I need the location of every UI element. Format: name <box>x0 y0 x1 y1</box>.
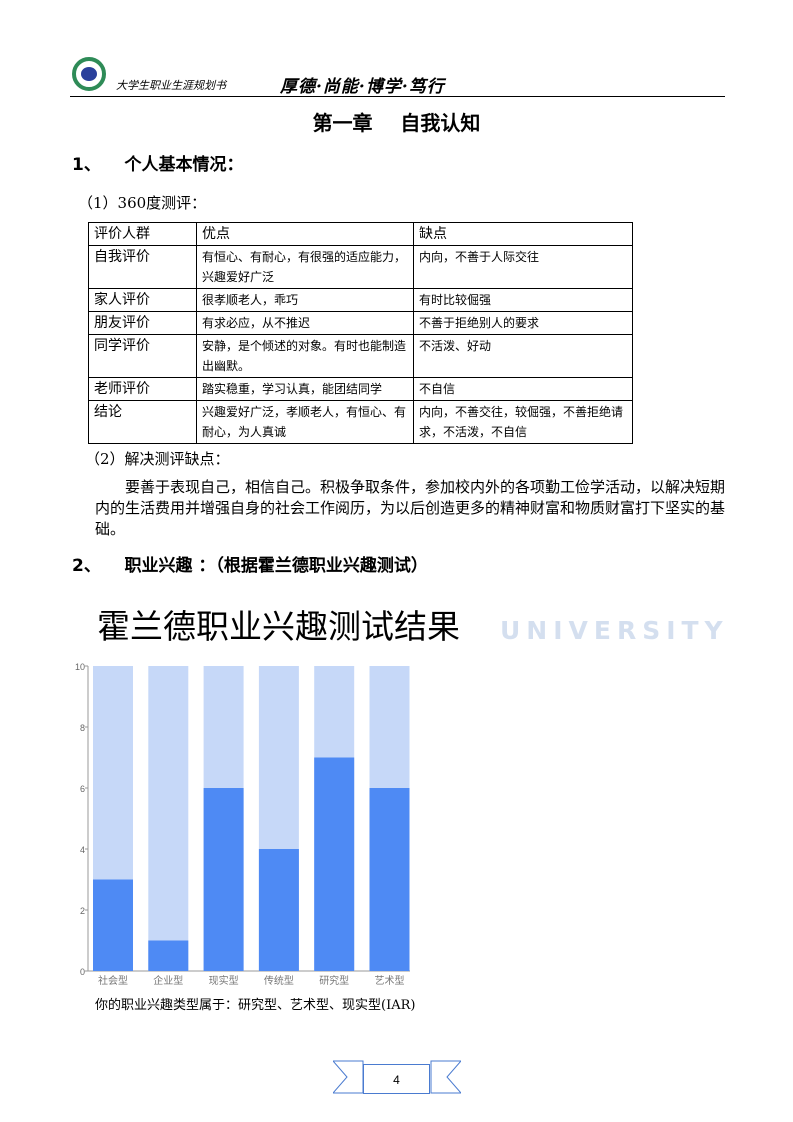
bar <box>314 757 355 971</box>
school-logo <box>72 57 106 91</box>
y-tick-label: 6 <box>80 784 85 794</box>
paragraph: 要善于表现自己，相信自己。积极争取条件，参加校内外的各项勤工俭学活动，以解决短期… <box>95 478 726 538</box>
table-cell: 自我评价 <box>88 245 197 289</box>
y-tick-label: 4 <box>80 845 85 855</box>
table-cell: 朋友评价 <box>88 311 197 335</box>
header-divider <box>70 96 725 97</box>
bar-chart: 0 2 4 6 8 10 社会型 企业型 现实型 传统型 研究型 艺术型 <box>75 662 410 987</box>
table-cell: 安静，是个倾述的对象。有时也能制造出幽默。 <box>196 334 414 378</box>
bar <box>203 788 244 971</box>
table-row: 老师评价 踏实稳重，学习认真，能团结同学 不自信 <box>88 377 633 401</box>
bar <box>369 788 410 971</box>
table-row: 家人评价 很孝顺老人，乖巧 有时比较倔强 <box>88 288 633 312</box>
table-cell: 不善于拒绝别人的要求 <box>413 311 633 335</box>
x-tick-label: 现实型 <box>209 974 239 987</box>
x-tick-label: 艺术型 <box>375 974 405 987</box>
table-cell: 结论 <box>88 400 197 444</box>
y-tick-label: 8 <box>80 723 85 733</box>
table-cell: 有时比较倔强 <box>413 288 633 312</box>
chart-title: 霍兰德职业兴趣测试结果 <box>97 607 460 646</box>
y-tick-label: 10 <box>75 662 85 672</box>
footer-ribbon <box>333 1060 461 1094</box>
bar <box>148 940 189 971</box>
x-tick-label: 社会型 <box>98 974 128 987</box>
header-motto: 厚德·尚能·博学·笃行 <box>280 77 445 97</box>
header-subtitle: 大学生职业生涯规划书 <box>116 79 226 92</box>
table-cell: 有求必应，从不推迟 <box>196 311 414 335</box>
table-cell: 有恒心、有耐心，有很强的适应能力，兴趣爱好广泛 <box>196 245 414 289</box>
bar <box>258 849 299 971</box>
section1-heading: 1、 个人基本情况： <box>72 155 244 175</box>
table-row: 同学评价 安静，是个倾述的对象。有时也能制造出幽默。 不活泼、好动 <box>88 334 633 378</box>
table-cell: 兴趣爱好广泛，孝顺老人，有恒心、有耐心，为人真诚 <box>196 400 414 444</box>
table-header-row: 评价人群 优点 缺点 <box>88 222 633 246</box>
table-row: 结论 兴趣爱好广泛，孝顺老人，有恒心、有耐心，为人真诚 内向，不善交往，较倔强，不善… <box>88 400 633 444</box>
table-cell: 内向，不善于人际交往 <box>413 245 633 289</box>
table-header-cell: 缺点 <box>413 222 633 246</box>
x-tick-label: 企业型 <box>153 974 183 987</box>
table-row: 自我评价 有恒心、有耐心，有很强的适应能力，兴趣爱好广泛 内向，不善于人际交往 <box>88 245 633 289</box>
bar <box>93 879 133 971</box>
x-tick-label: 传统型 <box>264 974 294 987</box>
table-cell: 内向，不善交往，较倔强，不善拒绝请求，不活泼，不自信 <box>413 400 633 444</box>
section2-heading: 2、 职业兴趣 ：（根据霍兰德职业兴趣测试） <box>72 556 428 576</box>
watermark: UNIVERSITY <box>500 616 729 645</box>
table-cell: 不自信 <box>413 377 633 401</box>
table-header-cell: 评价人群 <box>88 222 197 246</box>
table-cell: 家人评价 <box>88 288 197 312</box>
y-tick-label: 0 <box>80 967 85 977</box>
chapter-title: 第一章 自我认知 <box>312 111 481 135</box>
table-header-cell: 优点 <box>196 222 414 246</box>
table-row: 朋友评价 有求必应，从不推迟 不善于拒绝别人的要求 <box>88 311 633 335</box>
chart-caption: 你的职业兴趣类型属于：研究型、艺术型、现实型(IAR) <box>95 998 416 1013</box>
x-tick-label: 研究型 <box>319 974 349 987</box>
table-cell: 不活泼、好动 <box>413 334 633 378</box>
table-cell: 同学评价 <box>88 334 197 378</box>
table-cell: 老师评价 <box>88 377 197 401</box>
subheading-360: （1）360度测评： <box>78 194 207 212</box>
evaluation-table: 评价人群 优点 缺点 自我评价 有恒心、有耐心，有很强的适应能力，兴趣爱好广泛 内向，不善… <box>88 222 633 444</box>
y-tick-label: 2 <box>80 906 85 916</box>
bar-background <box>148 666 189 971</box>
table-cell: 踏实稳重，学习认真，能团结同学 <box>196 377 414 401</box>
subheading-solve: （2）解决测评缺点： <box>85 450 230 468</box>
table-cell: 很孝顺老人，乖巧 <box>196 288 414 312</box>
page-number: 4 <box>363 1064 430 1094</box>
